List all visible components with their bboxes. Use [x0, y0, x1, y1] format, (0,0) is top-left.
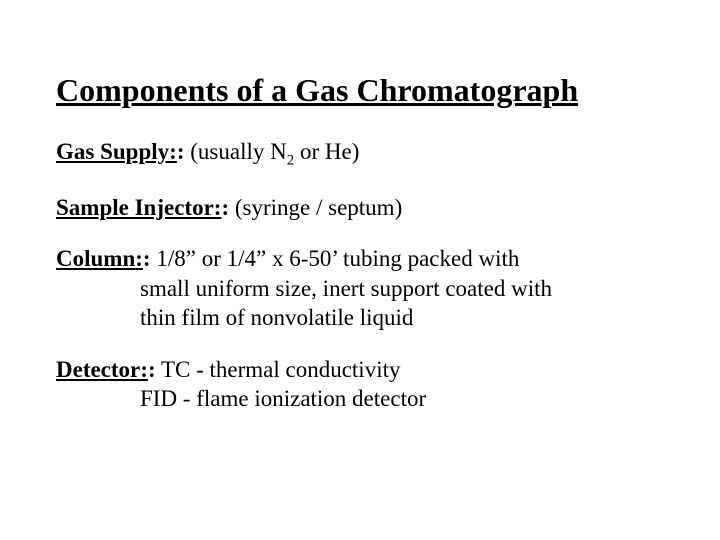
- slide-title: Components of a Gas Chromatograph: [56, 72, 664, 109]
- sample-injector-item: Sample Injector: (syringe / septum): [56, 193, 664, 222]
- sample-injector-label: Sample Injector: [56, 195, 221, 220]
- gas-supply-item: Gas Supply: (usually N2 or He): [56, 137, 664, 171]
- detector-label: Detector: [56, 357, 148, 382]
- gas-supply-lead: (usually N: [190, 139, 286, 164]
- sample-injector-text: (syringe / septum): [235, 195, 402, 220]
- column-label: Column: [56, 246, 143, 271]
- column-item: Column: 1/8” or 1/4” x 6-50’ tubing pack…: [56, 244, 664, 332]
- gas-supply-tail: or He): [294, 139, 359, 164]
- column-line3: thin film of nonvolatile liquid: [56, 303, 664, 332]
- column-line1: 1/8” or 1/4” x 6-50’ tubing packed with: [156, 246, 519, 271]
- column-line2: small uniform size, inert support coated…: [56, 274, 664, 303]
- detector-line1: TC - thermal conductivity: [161, 357, 401, 382]
- detector-item: Detector: TC - thermal conductivity FID …: [56, 355, 664, 414]
- detector-line2: FID - flame ionization detector: [56, 384, 664, 413]
- gas-supply-label: Gas Supply: [56, 139, 177, 164]
